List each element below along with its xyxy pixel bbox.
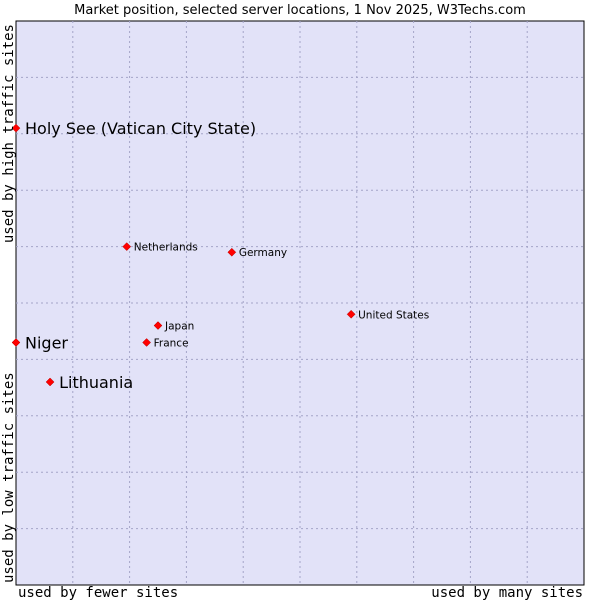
data-point-marker — [227, 247, 237, 257]
data-labels: Holy See (Vatican City State) Niger Lithua… — [25, 119, 429, 392]
grid-lines — [16, 21, 584, 585]
data-point-label: Japan — [164, 321, 194, 333]
data-point-marker — [346, 309, 356, 319]
data-point-marker — [45, 377, 55, 387]
data-point-label: United States — [358, 309, 429, 321]
data-point-label: Lithuania — [59, 373, 133, 392]
chart-title: Market position, selected server locatio… — [74, 3, 526, 18]
x-axis-label-high: used by many sites — [431, 585, 583, 600]
data-point-label: France — [154, 337, 189, 349]
data-point-marker — [11, 123, 21, 133]
data-point-marker — [153, 321, 163, 330]
data-point-marker — [11, 338, 21, 347]
data-point-label: Niger — [25, 333, 68, 352]
data-points — [11, 123, 356, 387]
y-axis-label-low: used by low traffic sites — [1, 372, 17, 583]
data-point-label: Netherlands — [134, 242, 198, 254]
data-point-label: Germany — [239, 247, 287, 259]
x-axis-label-low: used by fewer sites — [18, 585, 178, 600]
data-point-label: Holy See (Vatican City State) — [25, 119, 256, 138]
data-point-marker — [142, 338, 151, 347]
y-axis-label-high: used by high traffic sites — [1, 24, 17, 243]
data-point-marker — [122, 242, 132, 251]
